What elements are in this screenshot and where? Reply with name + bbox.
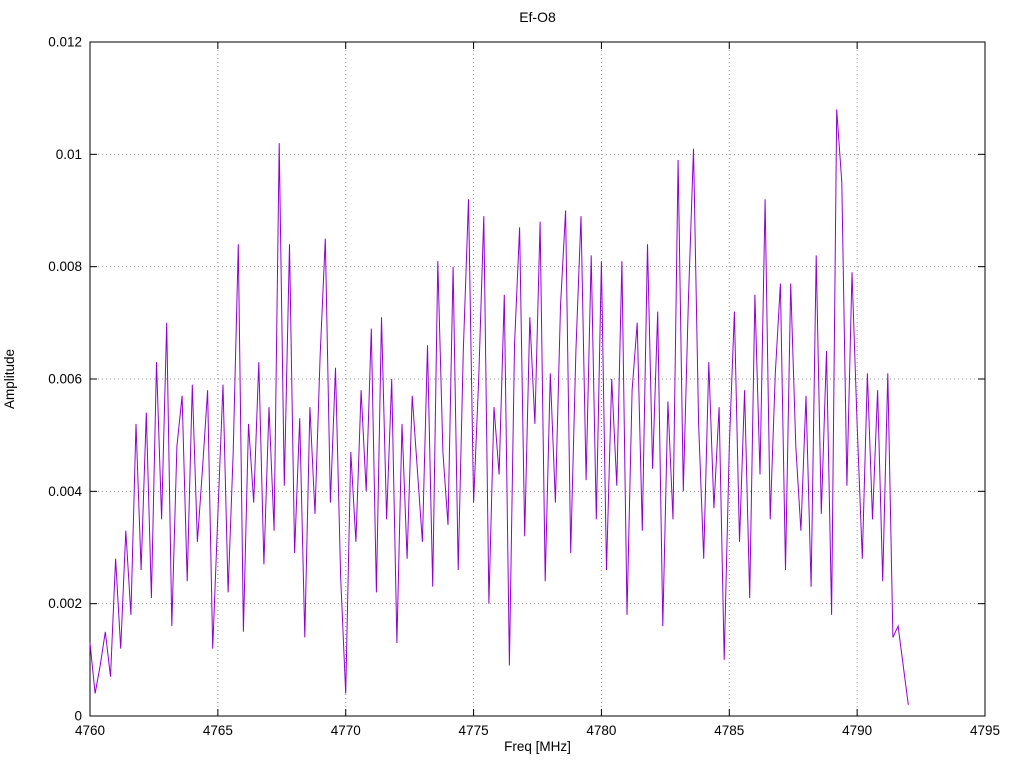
y-tick-label: 0.01 — [56, 147, 82, 162]
x-tick-label: 4780 — [586, 723, 616, 738]
y-tick-label: 0.008 — [48, 259, 82, 274]
x-tick-label: 4765 — [203, 723, 233, 738]
x-tick-label: 4790 — [842, 723, 872, 738]
plot-border — [89, 41, 986, 717]
x-tick-label: 4785 — [714, 723, 744, 738]
y-tick-label: 0.012 — [48, 35, 82, 50]
y-tick-label: 0.004 — [48, 484, 82, 499]
x-tick-label: 4775 — [459, 723, 489, 738]
y-tick-label: 0 — [74, 709, 82, 724]
y-tick-label: 0.002 — [48, 596, 82, 611]
x-tick-label: 4770 — [331, 723, 361, 738]
x-axis-label: Freq [MHz] — [504, 739, 571, 754]
spectrum-line — [89, 109, 909, 705]
y-axis-label: Amplitude — [2, 349, 17, 409]
x-tick-label: 4760 — [75, 723, 105, 738]
chart-title: Ef-O8 — [519, 9, 556, 25]
x-tick-label: 4795 — [970, 723, 1000, 738]
y-tick-label: 0.006 — [48, 372, 82, 387]
